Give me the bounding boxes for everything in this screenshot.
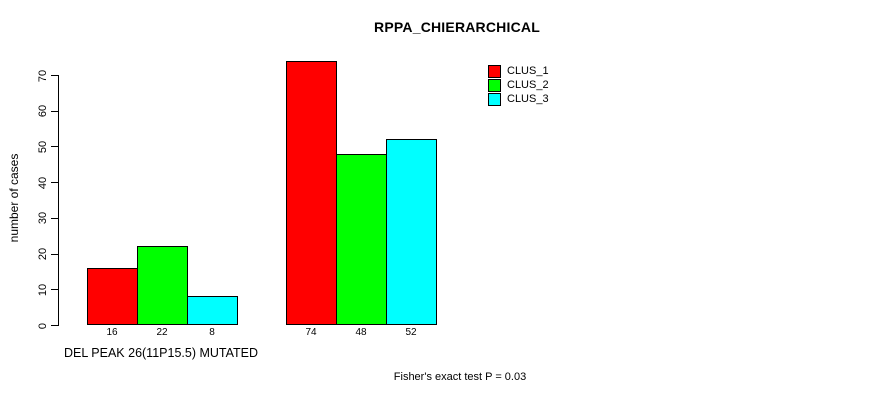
bar-clus_1-group2 (286, 60, 337, 325)
y-tick (51, 146, 58, 148)
legend-label: CLUS_3 (507, 93, 549, 105)
bar-clus_3-group1 (187, 296, 238, 325)
legend-item-clus_3: CLUS_3 (488, 92, 549, 106)
legend-swatch-icon (488, 78, 501, 92)
legend-swatch-icon (488, 64, 501, 78)
legend-label: CLUS_2 (507, 79, 549, 91)
y-tick-label: 40 (37, 176, 49, 189)
legend-item-clus_1: CLUS_1 (488, 64, 549, 78)
legend-label: CLUS_1 (507, 65, 549, 77)
bar-value-label: 8 (209, 327, 215, 338)
bar-clus_2-group1 (137, 246, 188, 325)
y-tick (51, 217, 58, 219)
legend-item-clus_2: CLUS_2 (488, 78, 549, 92)
y-axis-line (58, 75, 59, 326)
y-tick (51, 253, 58, 255)
y-tick (51, 289, 58, 291)
legend-swatch-icon (488, 92, 501, 106)
y-tick-label: 20 (37, 247, 49, 261)
y-tick (51, 75, 58, 76)
y-tick (51, 110, 58, 112)
y-axis-label: number of cases (7, 153, 21, 243)
chart-title: RPPA_CHIERARCHICAL (374, 19, 540, 35)
bar-value-label: 74 (305, 327, 317, 338)
x-category-label: DEL PEAK 26(11P15.5) MUTATED (63, 346, 259, 360)
bar-value-label: 22 (156, 327, 168, 338)
y-tick-label: 0 (37, 322, 49, 329)
bar-value-label: 48 (355, 327, 367, 338)
bar-clus_3-group2 (386, 139, 437, 325)
y-tick (51, 325, 58, 326)
y-tick (51, 182, 58, 184)
y-tick-label: 60 (37, 105, 49, 118)
legend: CLUS_1 CLUS_2 CLUS_3 (488, 64, 549, 106)
fisher-test-note: Fisher's exact test P = 0.03 (393, 371, 527, 383)
bar-value-label: 52 (405, 327, 417, 338)
bar-value-label: 16 (106, 327, 118, 338)
y-tick-label: 70 (37, 69, 49, 82)
y-tick-label: 50 (37, 140, 49, 154)
bar-clus_2-group2 (336, 153, 387, 325)
y-tick-label: 10 (37, 283, 49, 296)
bar-clus_1-group1 (87, 267, 138, 325)
y-tick-label: 30 (37, 212, 49, 225)
